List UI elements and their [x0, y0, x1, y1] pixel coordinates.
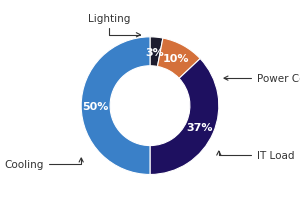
Wedge shape [158, 39, 200, 79]
Text: 37%: 37% [187, 123, 213, 133]
Text: IT Load: IT Load [217, 150, 294, 160]
Wedge shape [150, 38, 163, 67]
Text: 50%: 50% [82, 101, 109, 111]
Text: 10%: 10% [163, 54, 189, 64]
Text: 3%: 3% [146, 47, 164, 57]
Text: Cooling: Cooling [4, 158, 83, 169]
Text: Lighting: Lighting [88, 14, 140, 38]
Wedge shape [81, 38, 150, 175]
Text: Power Conversion: Power Conversion [224, 74, 300, 84]
Wedge shape [150, 59, 219, 175]
